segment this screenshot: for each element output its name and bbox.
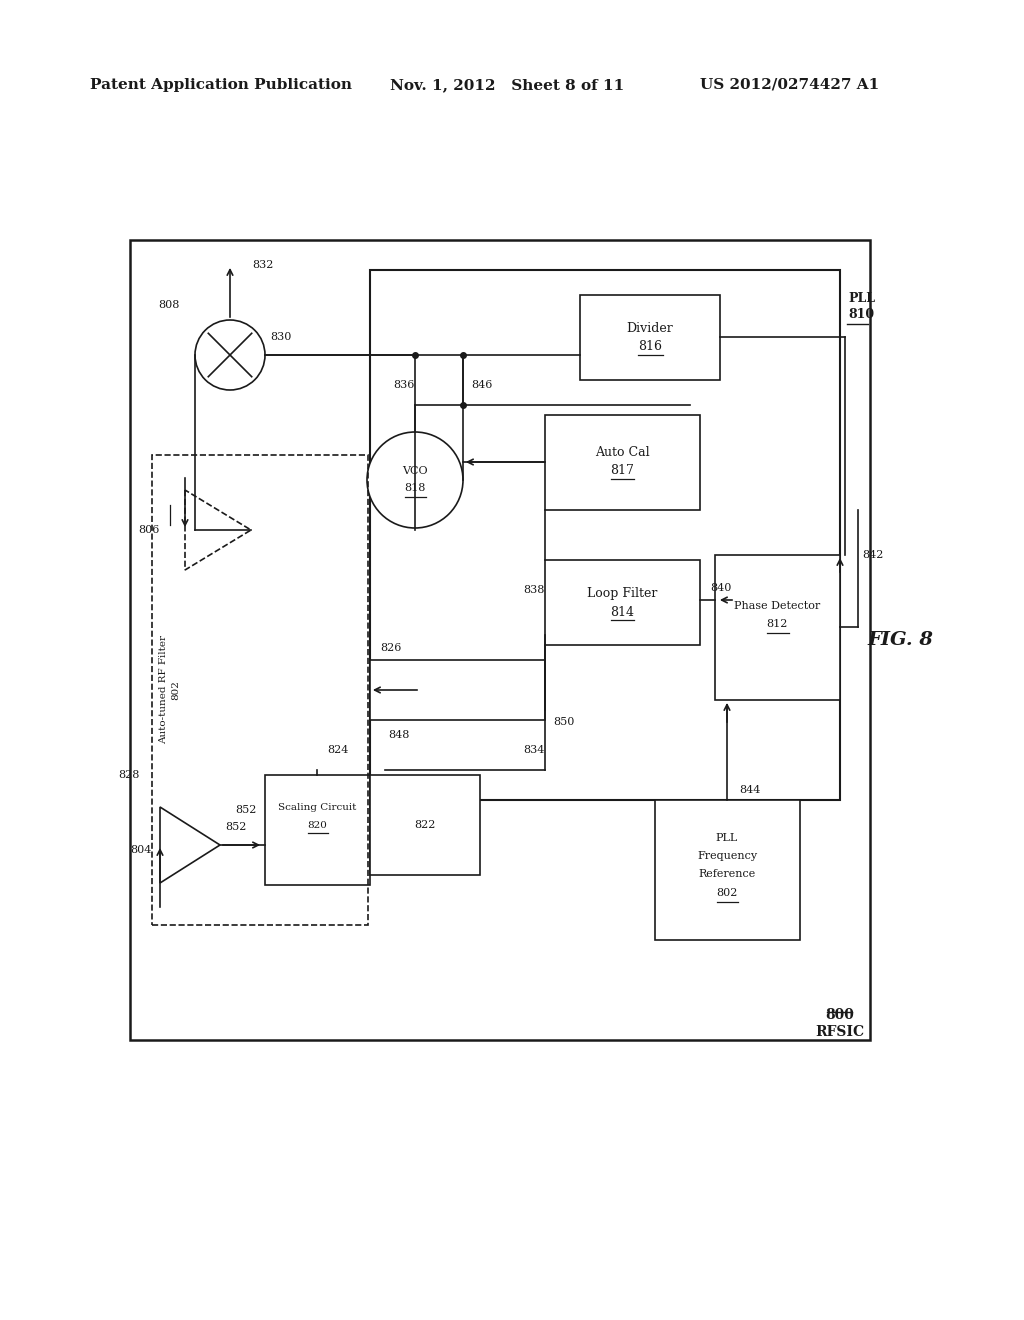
Text: US 2012/0274427 A1: US 2012/0274427 A1: [700, 78, 880, 92]
Bar: [370, 271, 840, 800]
Text: 820: 820: [307, 821, 327, 829]
Text: 818: 818: [404, 483, 426, 492]
Bar: [580, 294, 720, 380]
Text: 810: 810: [848, 309, 874, 322]
Text: 808: 808: [158, 300, 179, 310]
Text: 836: 836: [393, 380, 415, 389]
Circle shape: [195, 319, 265, 389]
Text: 846: 846: [471, 380, 493, 389]
Text: 850: 850: [553, 717, 574, 727]
Text: Phase Detector: Phase Detector: [734, 601, 820, 611]
Text: Frequency: Frequency: [697, 851, 757, 861]
Bar: [655, 800, 800, 940]
Text: 842: 842: [862, 550, 884, 560]
Bar: [152, 455, 368, 925]
Text: PLL: PLL: [848, 292, 874, 305]
Bar: [545, 560, 700, 645]
Circle shape: [367, 432, 463, 528]
Bar: [370, 660, 545, 719]
Text: PLL: PLL: [716, 833, 738, 843]
Text: 817: 817: [610, 463, 634, 477]
Text: 834: 834: [523, 744, 545, 755]
Text: 844: 844: [739, 785, 761, 795]
Bar: [130, 240, 870, 1040]
Text: 852: 852: [225, 822, 247, 832]
Polygon shape: [185, 490, 251, 570]
Text: Loop Filter: Loop Filter: [587, 587, 657, 601]
Text: 832: 832: [252, 260, 273, 271]
Text: Patent Application Publication: Patent Application Publication: [90, 78, 352, 92]
Text: Divider: Divider: [627, 322, 674, 334]
Text: 800: 800: [825, 1008, 854, 1022]
Text: 804: 804: [130, 845, 152, 855]
Text: Nov. 1, 2012   Sheet 8 of 11: Nov. 1, 2012 Sheet 8 of 11: [390, 78, 625, 92]
Bar: [265, 775, 370, 884]
Polygon shape: [160, 807, 220, 883]
Text: 852: 852: [234, 805, 256, 814]
Text: 822: 822: [415, 820, 435, 830]
Text: Auto Cal: Auto Cal: [595, 446, 649, 458]
Text: 840: 840: [710, 583, 731, 593]
Text: 826: 826: [380, 643, 401, 653]
Bar: [545, 414, 700, 510]
Text: 828: 828: [118, 770, 139, 780]
Text: 838: 838: [523, 585, 545, 595]
Text: 816: 816: [638, 339, 662, 352]
Text: Auto-tuned RF Filter: Auto-tuned RF Filter: [160, 635, 169, 744]
Text: 830: 830: [270, 333, 292, 342]
Text: 812: 812: [766, 619, 787, 630]
Bar: [370, 775, 480, 875]
Text: Scaling Circuit: Scaling Circuit: [278, 804, 356, 813]
Text: 806: 806: [138, 525, 160, 535]
Text: FIG. 8: FIG. 8: [867, 631, 933, 649]
Text: 824: 824: [327, 744, 348, 755]
Text: RFSIC: RFSIC: [815, 1026, 864, 1039]
Text: 814: 814: [610, 606, 634, 619]
Text: 802: 802: [717, 888, 737, 898]
Text: Reference: Reference: [698, 869, 756, 879]
Text: 848: 848: [388, 730, 410, 741]
Text: 802: 802: [171, 680, 180, 700]
Text: VCO: VCO: [402, 466, 428, 477]
Bar: [715, 554, 840, 700]
